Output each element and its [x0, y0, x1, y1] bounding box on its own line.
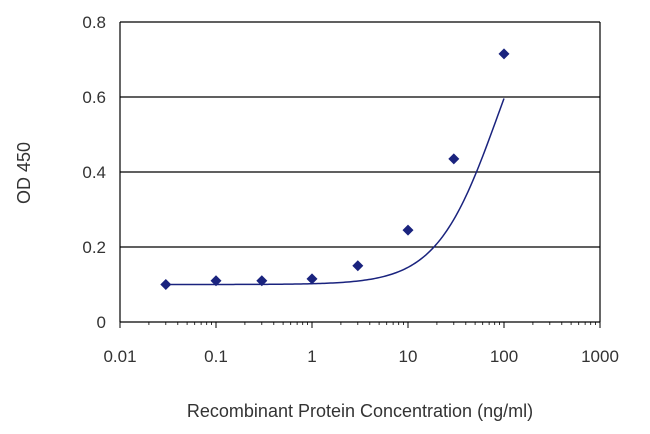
x-tick-label: 1000 — [581, 347, 619, 366]
grid-lines — [120, 21, 600, 248]
data-point — [402, 224, 414, 236]
data-point — [448, 153, 460, 165]
data-point — [498, 48, 510, 60]
y-tick-label: 0 — [97, 313, 106, 332]
data-point — [210, 275, 222, 287]
data-point — [160, 279, 172, 290]
x-axis-title: Recombinant Protein Concentration (ng/ml… — [187, 401, 533, 421]
x-tick-label: 10 — [399, 347, 418, 366]
data-point — [256, 275, 268, 287]
y-tick-label: 0.4 — [82, 163, 106, 182]
x-tick-label: 0.1 — [204, 347, 228, 366]
x-tick-label: 0.01 — [103, 347, 136, 366]
data-point — [352, 260, 364, 272]
x-tick-label: 100 — [490, 347, 518, 366]
x-tick-labels: 0.01 0.1 1 10 100 1000 — [103, 347, 618, 366]
fitted-curve — [165, 98, 505, 286]
y-axis-title: OD 450 — [14, 142, 34, 204]
x-tick-label: 1 — [307, 347, 316, 366]
data-point — [306, 273, 318, 285]
y-tick-labels: 0 0.2 0.4 0.6 0.8 — [82, 13, 106, 332]
y-tick-label: 0.6 — [82, 88, 106, 107]
y-tick-label: 0.8 — [82, 13, 106, 32]
axes — [119, 22, 601, 328]
y-tick-label: 0.2 — [82, 238, 106, 257]
data-points — [160, 48, 510, 290]
